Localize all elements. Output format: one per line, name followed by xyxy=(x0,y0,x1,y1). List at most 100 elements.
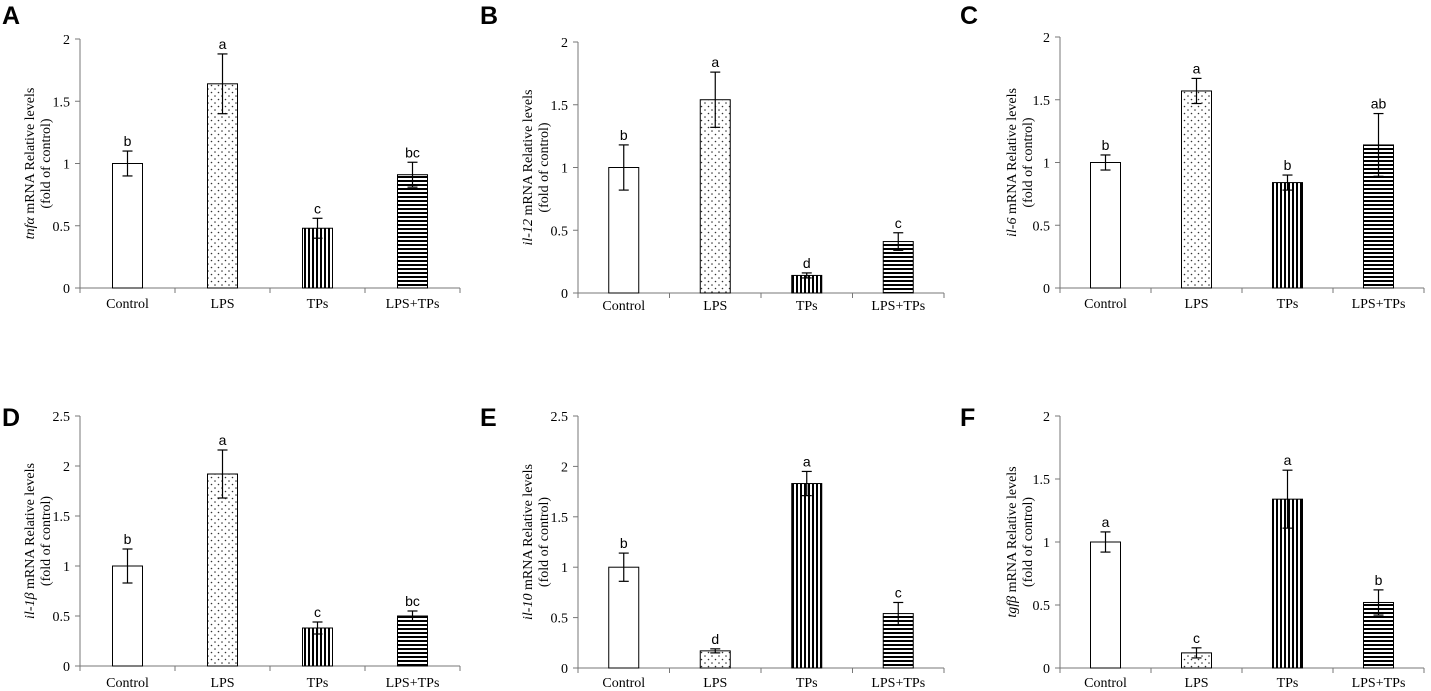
y-axis-label: tnfα mRNA Relative levels(fold of contro… xyxy=(23,88,54,240)
y-axis-label: tgfβ mRNA Relative levels(fold of contro… xyxy=(1005,466,1036,617)
significance-label: c xyxy=(895,215,902,231)
panel-letter: D xyxy=(2,404,20,432)
significance-label: bc xyxy=(405,144,420,160)
y-tick-label: 2 xyxy=(1043,31,1050,46)
category-label: LPS+TPs xyxy=(386,676,440,691)
chart-panel-A: A 0 0.5 1 1.5 2 tnfα mRNA Relative levels(fold… xyxy=(2,2,461,312)
y-tick-label: 0 xyxy=(63,282,70,297)
significance-label: b xyxy=(1102,137,1110,153)
y-tick-label: 0 xyxy=(1043,662,1050,677)
category-label: Control xyxy=(1084,297,1127,312)
y-tick-label: 2 xyxy=(63,33,70,48)
category-label: TPs xyxy=(796,299,818,314)
panel-letter: A xyxy=(2,2,20,30)
panel-letter: E xyxy=(480,404,497,432)
chart-panel-E: E 0 0.5 1 1.5 2 2.5 il-10 mRNA Relative levels(… xyxy=(480,404,945,691)
y-tick-label: 1.5 xyxy=(1033,94,1051,109)
significance-label: c xyxy=(314,604,321,620)
category-label: TPs xyxy=(307,297,329,312)
y-tick-label: 1.5 xyxy=(551,511,569,526)
bar-lps-tps xyxy=(397,615,428,667)
y-tick-label: 0.5 xyxy=(551,224,569,239)
bar-control xyxy=(1090,541,1121,669)
significance-label: a xyxy=(803,453,811,469)
y-tick-label: 1.5 xyxy=(53,95,71,110)
bar-lps xyxy=(207,83,238,289)
significance-label: ab xyxy=(1371,96,1387,112)
bar-lps-tps xyxy=(397,174,428,289)
category-label: LPS+TPs xyxy=(1352,297,1406,312)
significance-label: a xyxy=(219,36,227,52)
panel-letter: C xyxy=(960,2,978,30)
bar-tps xyxy=(791,483,823,669)
bar-lps xyxy=(699,99,731,294)
significance-label: b xyxy=(620,127,628,143)
significance-label: b xyxy=(124,531,132,547)
y-tick-label: 1 xyxy=(63,158,70,173)
y-tick-label: 0.5 xyxy=(53,610,71,625)
y-axis-label: il-10 mRNA Relative levels(fold of contr… xyxy=(521,464,552,620)
bar-control xyxy=(608,167,640,294)
category-label: Control xyxy=(1084,676,1127,691)
bar-lps xyxy=(207,473,238,667)
category-label: Control xyxy=(106,297,149,312)
significance-label: c xyxy=(895,584,902,600)
significance-label: a xyxy=(1193,60,1201,76)
y-tick-label: 1 xyxy=(1043,157,1050,172)
category-label: LPS+TPs xyxy=(871,676,925,691)
significance-label: c xyxy=(314,200,321,216)
chart-panel-C: C 0 0.5 1 1.5 2 il-6 mRNA Relative levels(fold… xyxy=(960,2,1425,312)
y-tick-label: 0.5 xyxy=(1033,219,1051,234)
y-axis-label: il-6 mRNA Relative levels(fold of contro… xyxy=(1005,88,1036,237)
significance-label: a xyxy=(1102,514,1110,530)
category-label: LPS xyxy=(1184,297,1208,312)
y-tick-label: 1 xyxy=(561,162,568,177)
significance-label: b xyxy=(620,535,628,551)
category-label: TPs xyxy=(307,676,329,691)
y-axis-label: il-1β mRNA Relative levels(fold of contr… xyxy=(23,463,54,619)
y-tick-label: 1 xyxy=(1043,536,1050,551)
bar-control xyxy=(112,163,143,289)
chart-panel-D: D 0 0.5 1 1.5 2 2.5 il-1β mRNA Relative levels(… xyxy=(2,404,461,691)
chart-panel-F: F 0 0.5 1 1.5 2 tgfβ mRNA Relative levels(fold… xyxy=(960,404,1425,691)
y-tick-label: 2 xyxy=(561,460,568,475)
category-label: LPS xyxy=(703,299,727,314)
significance-label: b xyxy=(1375,572,1383,588)
category-label: TPs xyxy=(1277,676,1299,691)
significance-label: d xyxy=(803,255,811,271)
category-label: LPS xyxy=(210,676,234,691)
bar-lps-tps xyxy=(882,241,914,294)
significance-label: d xyxy=(711,631,719,647)
y-tick-label: 0 xyxy=(63,660,70,675)
bar-control xyxy=(608,566,640,669)
bar-control xyxy=(1090,162,1121,289)
y-tick-label: 0.5 xyxy=(53,220,71,235)
y-tick-label: 1 xyxy=(561,561,568,576)
category-label: LPS xyxy=(703,676,727,691)
y-tick-label: 0.5 xyxy=(551,612,569,627)
category-label: TPs xyxy=(1277,297,1299,312)
significance-label: a xyxy=(1284,452,1292,468)
category-label: LPS xyxy=(210,297,234,312)
y-tick-label: 2 xyxy=(63,460,70,475)
chart-panel-B: B 0 0.5 1 1.5 2 il-12 mRNA Relative levels(fol… xyxy=(480,2,945,314)
y-tick-label: 2.5 xyxy=(551,410,569,425)
y-tick-label: 1.5 xyxy=(551,99,569,114)
y-tick-label: 0.5 xyxy=(1033,599,1051,614)
y-tick-label: 2 xyxy=(561,36,568,51)
category-label: LPS xyxy=(1184,676,1208,691)
panel-letter: B xyxy=(480,2,498,30)
significance-label: b xyxy=(124,133,132,149)
y-tick-label: 2 xyxy=(1043,410,1050,425)
y-tick-label: 0 xyxy=(1043,282,1050,297)
significance-label: b xyxy=(1284,157,1292,173)
significance-label: a xyxy=(711,54,719,70)
category-label: TPs xyxy=(796,676,818,691)
y-tick-label: 1.5 xyxy=(1033,473,1051,488)
bar-tps xyxy=(1272,182,1303,289)
category-label: LPS+TPs xyxy=(1352,676,1406,691)
category-label: Control xyxy=(602,676,645,691)
significance-label: bc xyxy=(405,593,420,609)
panel-letter: F xyxy=(960,404,975,432)
